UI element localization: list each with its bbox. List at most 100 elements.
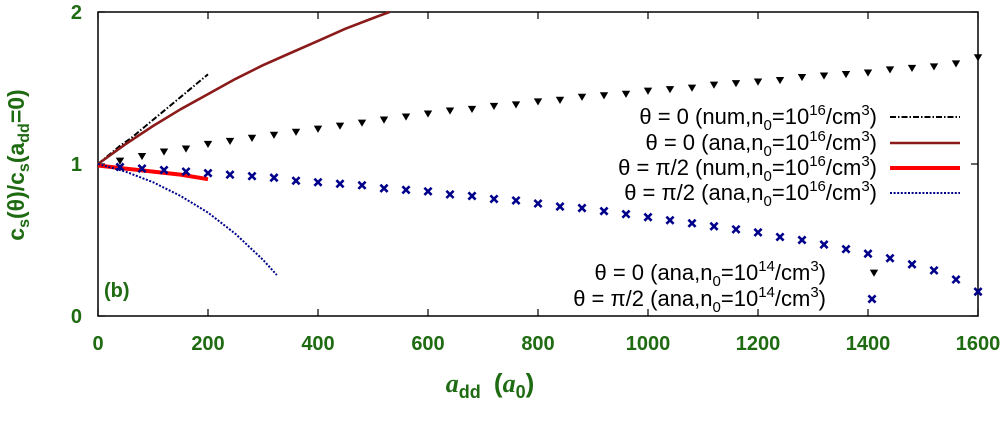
series-5-point-32: [819, 240, 829, 250]
series-5-point-34: [863, 249, 873, 259]
y-axis-label-s1: s: [16, 219, 33, 228]
series-4-points: [115, 54, 983, 165]
series-3-line: [97, 163, 278, 276]
series-5-point-13: [401, 185, 411, 195]
legend-label-0: θ = 0 (num,n0=1016/cm3): [639, 102, 877, 134]
series-4-point-12: [379, 116, 389, 124]
y-tick-label-0: 0: [71, 306, 82, 328]
series-5-point-3: [181, 167, 191, 177]
series-4-point-27: [709, 81, 719, 89]
legend-label-1: θ = 0 (ana,n0=1016/cm3): [645, 128, 877, 160]
x-tick-label-2: 400: [301, 333, 334, 355]
series-5-point-1: [137, 164, 147, 174]
series-4-point-2: [159, 148, 169, 156]
series-5-point-23: [621, 209, 631, 219]
series-4-point-19: [533, 98, 543, 106]
x-tick-label-3: 600: [411, 333, 444, 355]
series-5-point-25: [665, 215, 675, 225]
x-axis-label-paren-close: ): [526, 368, 535, 398]
legend-marker-4: [869, 269, 879, 277]
x-tick-label-4: 800: [521, 333, 554, 355]
x-tick-label-8: 1600: [956, 333, 1001, 355]
series-4-point-28: [731, 80, 741, 88]
series-4-point-21: [577, 93, 587, 101]
y-axis-label-p2: (θ)/c: [3, 172, 29, 219]
series-5-point-33: [841, 244, 851, 254]
series-5-point-36: [907, 259, 917, 269]
series-2-line: [97, 163, 209, 182]
series-4-point-6: [247, 134, 257, 142]
y-axis-label-p4: =0): [3, 89, 29, 123]
series-5-point-9: [313, 177, 323, 187]
series-5-point-10: [335, 179, 345, 189]
panel-label: (b): [104, 280, 130, 302]
series-4-point-37: [929, 63, 939, 71]
series-5-point-4: [203, 168, 213, 178]
series-5-point-28: [731, 224, 741, 234]
series-4-point-8: [291, 128, 301, 136]
series-4-point-35: [885, 66, 895, 74]
y-tick-label-2: 2: [71, 2, 82, 24]
series-4-point-30: [775, 77, 785, 85]
series-layer: [97, 10, 983, 297]
x-axis-label-unit-main: a: [503, 369, 516, 398]
series-4-point-25: [665, 86, 675, 94]
series-5-point-6: [247, 171, 257, 181]
series-4-point-36: [907, 64, 917, 73]
series-4-point-14: [423, 110, 433, 118]
series-4-point-13: [401, 113, 411, 121]
series-4-point-3: [181, 145, 191, 153]
series-4-point-11: [357, 119, 367, 127]
x-tick-label-5: 1000: [626, 333, 671, 355]
y-axis-label: cs(θ)/cs(add=0): [3, 89, 33, 240]
series-5-point-2: [159, 165, 169, 175]
x-axis-label: add (a0): [446, 368, 535, 402]
series-5-point-26: [687, 218, 697, 228]
series-5-point-22: [599, 206, 609, 216]
x-tick-label-7: 1400: [846, 333, 891, 355]
series-4-point-10: [335, 122, 345, 130]
series-4-point-31: [797, 74, 807, 82]
x-tick-label-6: 1200: [736, 333, 781, 355]
series-5-point-39: [973, 287, 983, 297]
series-5-point-12: [379, 183, 389, 193]
series-5-point-29: [753, 227, 763, 237]
x-tick-label-1: 200: [191, 333, 224, 355]
axis-ticks: 0 200 400 600 800 1000 1200 1400 1600 0 1 2: [71, 2, 1000, 355]
x-axis-label-paren-open: (: [487, 368, 503, 398]
y-axis-label-s3: dd: [16, 123, 33, 143]
series-4-point-9: [313, 125, 323, 133]
legend-marker-5: [867, 294, 877, 304]
series-5-point-11: [357, 180, 367, 190]
series-4-point-1: [137, 153, 147, 161]
series-4-point-16: [467, 105, 477, 114]
series-4-point-39: [973, 54, 983, 62]
series-5-point-24: [643, 212, 653, 222]
series-4-point-4: [203, 140, 213, 149]
series-5-point-30: [775, 232, 785, 242]
series-4-point-7: [269, 131, 279, 139]
series-5-point-35: [885, 253, 895, 263]
legend-label-2: θ = π/2 (num,n0=1016/cm3): [618, 153, 877, 185]
series-5-point-0: [115, 162, 125, 172]
series-4-point-5: [225, 137, 235, 145]
series-5-point-19: [533, 199, 543, 209]
series-5-point-15: [445, 189, 455, 199]
series-5-point-27: [709, 221, 719, 231]
series-4-point-33: [841, 70, 851, 79]
series-5-point-17: [489, 194, 499, 204]
series-5-point-18: [511, 195, 521, 205]
series-4-point-24: [643, 87, 653, 95]
legend-label-4: θ = 0 (ana,n0=1014/cm3): [594, 258, 826, 290]
series-5-point-8: [291, 176, 301, 186]
series-5-point-5: [225, 170, 235, 180]
series-5-point-7: [269, 173, 279, 183]
series-5-points: [115, 162, 983, 297]
series-5-point-38: [951, 275, 961, 285]
x-axis-label-unit-sub: 0: [516, 382, 526, 402]
y-axis-label-p3: (a: [3, 143, 29, 164]
series-4-point-23: [621, 90, 631, 98]
legend-label-3: θ = π/2 (ana,n0=1016/cm3): [624, 178, 877, 210]
series-5-point-21: [577, 203, 587, 213]
